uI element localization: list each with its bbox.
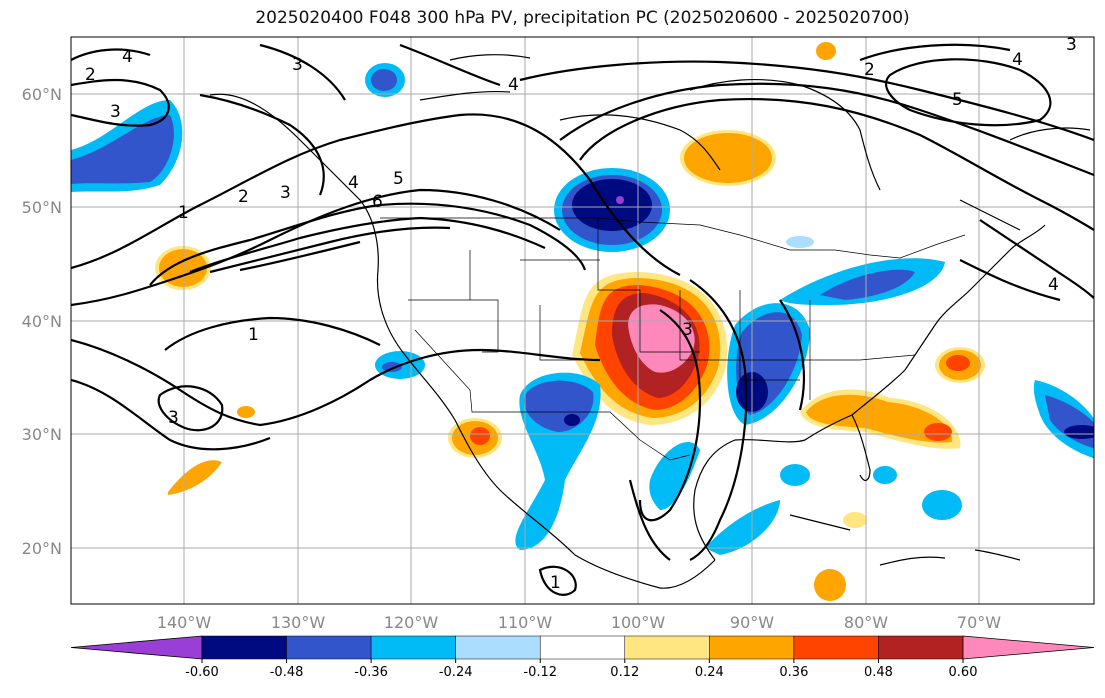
lat-label: 40°N bbox=[22, 312, 62, 331]
lon-label: 130°W bbox=[271, 613, 326, 632]
colorbar-bin bbox=[539, 635, 626, 660]
contour-label: 3 bbox=[292, 55, 303, 75]
contour-label: 4 bbox=[1048, 275, 1059, 295]
lon-label: 140°W bbox=[157, 613, 212, 632]
contour-label: 3 bbox=[168, 408, 179, 428]
lon-label: 70°W bbox=[957, 613, 1001, 632]
colorbar-tick-label: -0.24 bbox=[439, 665, 473, 680]
contour-label: 4 bbox=[122, 47, 133, 67]
colorbar-bin bbox=[709, 635, 795, 660]
pv-contour-labels: 4 2 3 3 4 1 2 3 4 5 6 1 3 3 1 5 4 3 4 2 bbox=[85, 35, 1077, 593]
contour-label: 4 bbox=[508, 75, 519, 95]
contour-label: 1 bbox=[550, 573, 561, 593]
lon-label: 110°W bbox=[498, 613, 553, 632]
colorbar-bin bbox=[878, 635, 964, 660]
map-frame bbox=[70, 36, 1095, 605]
contour-label: 3 bbox=[1066, 35, 1077, 55]
colorbar-tick-label: -0.12 bbox=[523, 665, 557, 680]
colorbar-tick-label: -0.60 bbox=[185, 665, 219, 680]
colorbar-bin bbox=[370, 635, 456, 660]
pv-contours bbox=[71, 43, 1094, 596]
colorbar-min-extend bbox=[70, 635, 203, 660]
colorbar-bin bbox=[286, 635, 372, 660]
contour-label: 6 bbox=[372, 192, 383, 212]
longitude-labels: 140°W 130°W 120°W 110°W 100°W 90°W 80°W … bbox=[157, 613, 1001, 632]
contour-label: 1 bbox=[178, 203, 189, 223]
colorbar-tick-label: -0.48 bbox=[270, 665, 304, 680]
contour-label: 2 bbox=[238, 187, 249, 207]
borders bbox=[380, 217, 966, 461]
map-title: 2025020400 F048 300 hPa PV, precipitatio… bbox=[255, 8, 910, 28]
contour-label: 1 bbox=[248, 325, 259, 345]
lon-label: 90°W bbox=[730, 613, 774, 632]
contour-label: 4 bbox=[348, 173, 359, 193]
colorbar-bin bbox=[624, 635, 710, 660]
lon-label: 120°W bbox=[384, 613, 439, 632]
coastlines bbox=[209, 54, 1091, 589]
contour-label: 2 bbox=[864, 60, 875, 80]
contour-label: 5 bbox=[952, 90, 963, 110]
contour-label: 3 bbox=[110, 102, 121, 122]
contour-label: 2 bbox=[85, 65, 96, 85]
colorbar-tick-label: 0.36 bbox=[779, 665, 808, 680]
contour-label: 5 bbox=[393, 169, 404, 189]
contour-label: 3 bbox=[682, 320, 693, 340]
latitude-labels: 60°N 50°N 40°N 30°N 20°N bbox=[22, 85, 62, 558]
colorbar-tick-label: 0.24 bbox=[695, 665, 724, 680]
colorbar-bin bbox=[455, 635, 541, 660]
colorbar-tick-label: 0.60 bbox=[949, 665, 978, 680]
colorbar-bin bbox=[793, 635, 879, 660]
colorbar-max-extend bbox=[962, 635, 1095, 660]
contour-label: 4 bbox=[1012, 50, 1023, 70]
lon-label: 100°W bbox=[611, 613, 666, 632]
lat-label: 50°N bbox=[22, 198, 62, 217]
colorbar-tick-label: 0.12 bbox=[610, 665, 639, 680]
lat-label: 30°N bbox=[22, 425, 62, 444]
lat-label: 60°N bbox=[22, 85, 62, 104]
colorbar: -0.60 -0.48 -0.36 -0.24 -0.12 0.12 0.24 0.36 0.4… bbox=[70, 635, 1095, 680]
contour-label: 3 bbox=[280, 183, 291, 203]
colorbar-tick-label: 0.48 bbox=[864, 665, 893, 680]
lat-label: 20°N bbox=[22, 539, 62, 558]
lon-label: 80°W bbox=[844, 613, 888, 632]
colorbar-bin bbox=[201, 635, 287, 660]
colorbar-tick-label: -0.36 bbox=[354, 665, 388, 680]
